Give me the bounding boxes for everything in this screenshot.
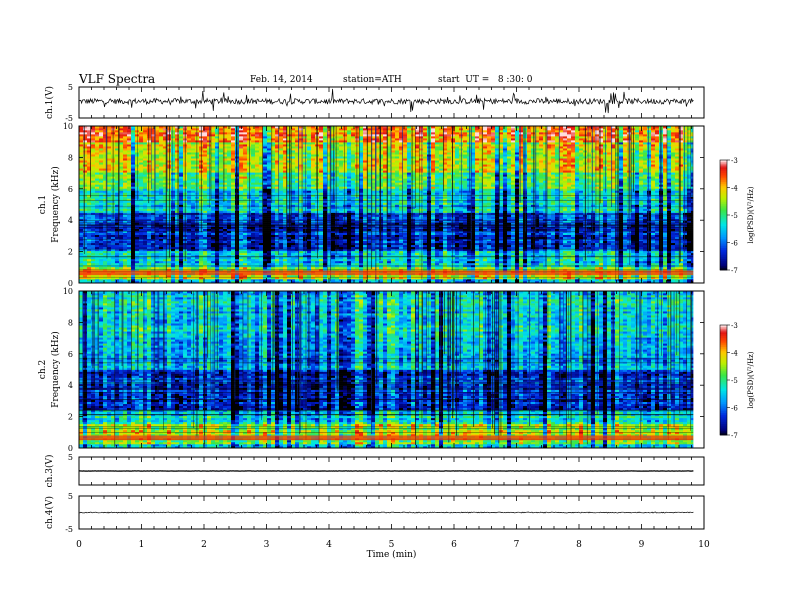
- x-tick-label: 1: [139, 540, 145, 550]
- signal-trace-ch1: [79, 89, 693, 113]
- colorbar-tick-label: -5: [731, 377, 738, 385]
- y-tick-label: -5: [65, 525, 73, 534]
- spectrogram-1: [79, 126, 704, 283]
- x-tick-label: 8: [576, 540, 582, 550]
- channel-label: ch.1: [38, 195, 48, 214]
- x-tick-label: 0: [76, 540, 82, 550]
- y-tick-label: 10: [63, 122, 73, 131]
- y-axis-label: ch.3(V): [44, 455, 55, 488]
- y-tick-label: 6: [68, 185, 73, 194]
- colorbar-tick-label: -6: [731, 405, 738, 413]
- colorbar-tick-label: -3: [731, 157, 738, 165]
- colorbar-tick-label: -6: [731, 240, 738, 248]
- y-tick-label: 5: [68, 83, 73, 92]
- colorbar-tick-label: -3: [731, 322, 738, 330]
- y-tick-label: 0: [68, 444, 73, 453]
- x-tick-label: 6: [451, 540, 457, 550]
- y-tick-label: 4: [68, 381, 73, 390]
- colorbar-tick-label: -4: [731, 185, 738, 193]
- channel-label: ch.2: [38, 360, 48, 379]
- y-tick-label: 5: [68, 492, 73, 501]
- x-tick-label: 3: [264, 540, 270, 550]
- colorbar-tick-label: -4: [731, 350, 738, 358]
- colorbar-tick-label: -5: [731, 212, 738, 220]
- signal-trace-ch4: [79, 512, 693, 513]
- x-tick-label: 2: [201, 540, 207, 550]
- y-tick-label: 2: [68, 413, 73, 422]
- y-axis-label: ch.4(V): [44, 496, 55, 529]
- y-tick-label: 8: [68, 153, 73, 162]
- x-tick-label: 7: [514, 540, 520, 550]
- y-tick-label: 6: [68, 350, 73, 359]
- no-data-region: [693, 126, 704, 283]
- colorbar-tick-label: -7: [731, 432, 738, 440]
- x-axis-label: Time (min): [367, 549, 417, 560]
- colorbar-label: log(PSD)(V²/Hz): [747, 186, 755, 243]
- y-axis-label: Frequency (kHz): [50, 166, 61, 243]
- x-tick-label: 10: [698, 540, 710, 550]
- x-tick-label: 4: [326, 540, 332, 550]
- spectrogram-2: [79, 291, 704, 448]
- y-tick-label: 8: [68, 318, 73, 327]
- y-tick-label: 2: [68, 248, 73, 257]
- no-data-region: [693, 291, 704, 448]
- y-tick-label: 4: [68, 216, 73, 225]
- colorbar-label: log(PSD)(V²/Hz): [747, 351, 755, 408]
- y-axis-label: ch.1(V): [44, 86, 55, 119]
- x-tick-label: 5: [389, 540, 395, 550]
- y-axis-label: Frequency (kHz): [50, 331, 61, 408]
- y-tick-label: 5: [68, 453, 73, 462]
- y-tick-label: 10: [63, 287, 73, 296]
- colorbar-tick-label: -7: [731, 267, 738, 275]
- x-tick-label: 9: [639, 540, 645, 550]
